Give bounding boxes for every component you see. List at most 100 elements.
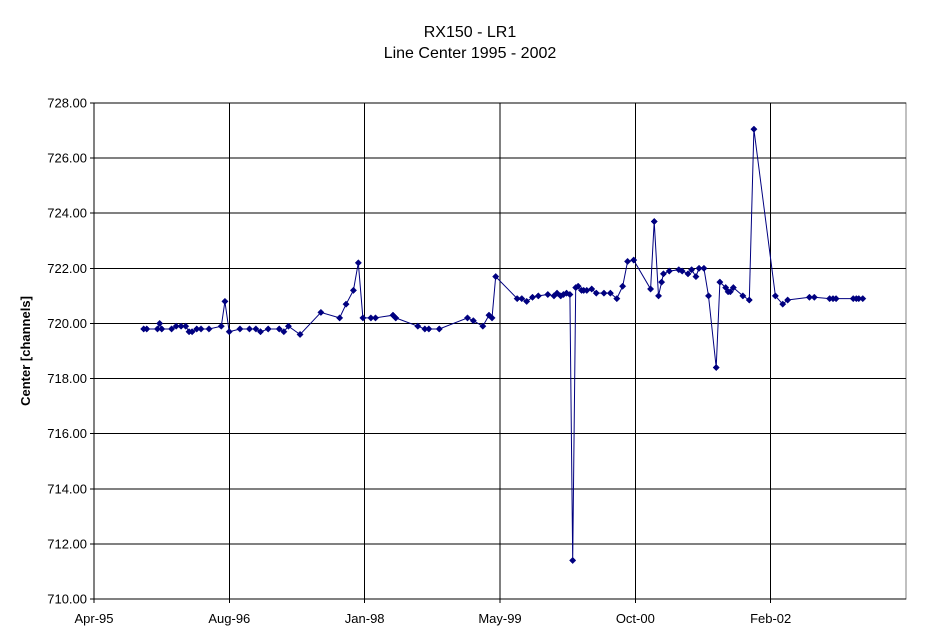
data-point [359, 314, 367, 322]
data-point [700, 264, 708, 272]
data-point [592, 289, 600, 297]
data-point [264, 325, 272, 333]
data-point [435, 325, 443, 333]
data-point [188, 328, 196, 336]
data-point [252, 325, 260, 333]
data-point [349, 286, 357, 294]
x-tick-label: Jan-98 [345, 611, 385, 626]
data-point [158, 325, 166, 333]
data-point [562, 289, 571, 297]
y-axis: 710.00 712.00 714.00 716.00 718.00 720.00 722.… [47, 96, 95, 607]
y-tick-label: 714.00 [47, 481, 87, 496]
data-point [658, 278, 666, 286]
y-tick-label: 722.00 [47, 261, 87, 276]
data-point [704, 292, 713, 300]
data-point [600, 289, 608, 297]
x-tick-label: Oct-00 [616, 611, 655, 626]
y-axis-title: Center [channels] [18, 296, 33, 406]
data-point [217, 322, 225, 330]
y-tick-label: 726.00 [47, 151, 87, 166]
data-point [156, 319, 164, 327]
data-point [172, 322, 180, 330]
data-point [296, 330, 304, 339]
data-point [245, 325, 254, 333]
data-point [488, 314, 496, 322]
data-point [784, 296, 792, 304]
data-point [745, 296, 753, 304]
data-point [236, 325, 244, 333]
data-point [143, 325, 151, 333]
grid-lines [94, 102, 906, 600]
data-point [574, 282, 582, 290]
data-point [463, 314, 472, 322]
y-tick-label: 712.00 [47, 536, 87, 551]
data-point [613, 295, 621, 303]
data-point [659, 270, 667, 278]
data-point [569, 556, 577, 564]
data-point [414, 322, 422, 330]
data-point [739, 292, 747, 300]
x-tick-label: Feb-02 [750, 611, 791, 626]
y-tick-label: 718.00 [47, 371, 87, 386]
data-point [729, 284, 737, 292]
data-point [168, 325, 176, 333]
y-tick-label: 716.00 [47, 426, 87, 441]
data-point [221, 297, 229, 305]
data-point [647, 285, 655, 293]
data-point [588, 285, 596, 293]
data-point [284, 322, 292, 330]
data-point [566, 290, 574, 299]
data-point [317, 308, 325, 316]
data-point [354, 259, 362, 267]
data-point [688, 266, 696, 274]
y-tick-label: 710.00 [47, 592, 87, 607]
data-point [695, 264, 703, 272]
data-point [336, 314, 344, 322]
data-point [205, 325, 213, 333]
data-point [750, 125, 758, 133]
data-point [492, 273, 500, 281]
data-point [771, 292, 779, 300]
data-point [392, 314, 400, 322]
data-point [779, 300, 787, 308]
data-point [716, 278, 724, 286]
data-point [684, 270, 692, 278]
data-point [619, 282, 627, 290]
data-point [425, 325, 433, 333]
data-point [534, 292, 542, 300]
data-point [650, 217, 658, 226]
data-point [342, 300, 350, 308]
x-tick-label: May-99 [478, 611, 521, 626]
data-point [371, 314, 380, 322]
data-point [606, 289, 614, 297]
data-point [275, 325, 283, 333]
chart-title-line-2: Line Center 1995 - 2002 [384, 45, 557, 62]
data-point [726, 288, 734, 296]
chart-title-line-1: RX150 - LR1 [424, 24, 517, 41]
data-point [544, 290, 552, 299]
data-point [518, 295, 526, 303]
x-tick-label: Aug-96 [208, 611, 250, 626]
data-point [832, 295, 840, 303]
data-point [810, 293, 818, 301]
data-point [675, 266, 683, 274]
data-point [630, 256, 638, 264]
y-tick-label: 720.00 [47, 316, 87, 331]
data-point [280, 328, 288, 336]
data-point [678, 267, 686, 275]
data-point [469, 317, 477, 325]
data-point [654, 292, 663, 300]
data-point [528, 293, 537, 301]
data-point [523, 297, 531, 305]
data-point [692, 273, 700, 281]
y-tick-label: 728.00 [47, 96, 87, 111]
data-point [859, 295, 867, 303]
data-point [805, 293, 813, 301]
x-axis: Apr-95 Aug-96 Jan-98 May-99 Oct-00 Feb-02 [74, 598, 906, 626]
data-point [712, 363, 720, 372]
data-point [225, 328, 233, 336]
data-point [182, 322, 190, 330]
data-point [256, 328, 265, 336]
series-markers [140, 125, 867, 564]
